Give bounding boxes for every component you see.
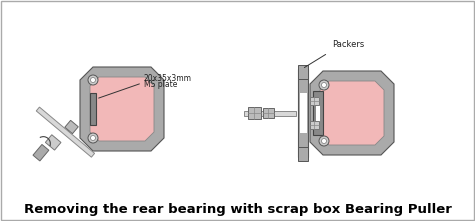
Polygon shape xyxy=(310,71,394,155)
Polygon shape xyxy=(65,120,78,134)
Polygon shape xyxy=(80,67,164,151)
Circle shape xyxy=(88,75,98,85)
Polygon shape xyxy=(36,107,95,157)
Bar xyxy=(310,121,319,129)
Polygon shape xyxy=(45,135,61,150)
Polygon shape xyxy=(320,81,384,145)
Circle shape xyxy=(319,136,329,146)
Bar xyxy=(316,97,320,129)
Bar xyxy=(247,107,260,119)
Polygon shape xyxy=(33,145,49,161)
Bar xyxy=(244,110,296,116)
Circle shape xyxy=(319,80,329,90)
Circle shape xyxy=(322,82,326,88)
Circle shape xyxy=(88,133,98,143)
Bar xyxy=(300,93,307,133)
Bar xyxy=(313,91,323,135)
Text: Removing the rear bearing with scrap box Bearing Puller: Removing the rear bearing with scrap box… xyxy=(24,202,451,215)
Circle shape xyxy=(91,78,95,82)
Bar xyxy=(298,69,308,157)
Bar xyxy=(263,108,274,118)
Bar xyxy=(298,65,308,79)
Text: Packers: Packers xyxy=(332,40,364,49)
Bar xyxy=(298,147,308,161)
Polygon shape xyxy=(90,93,96,125)
Text: MS plate: MS plate xyxy=(144,80,177,89)
Polygon shape xyxy=(90,77,154,141)
Circle shape xyxy=(91,135,95,141)
Text: 20x35x3mm: 20x35x3mm xyxy=(144,74,192,83)
Bar xyxy=(310,97,319,105)
Circle shape xyxy=(322,139,326,143)
